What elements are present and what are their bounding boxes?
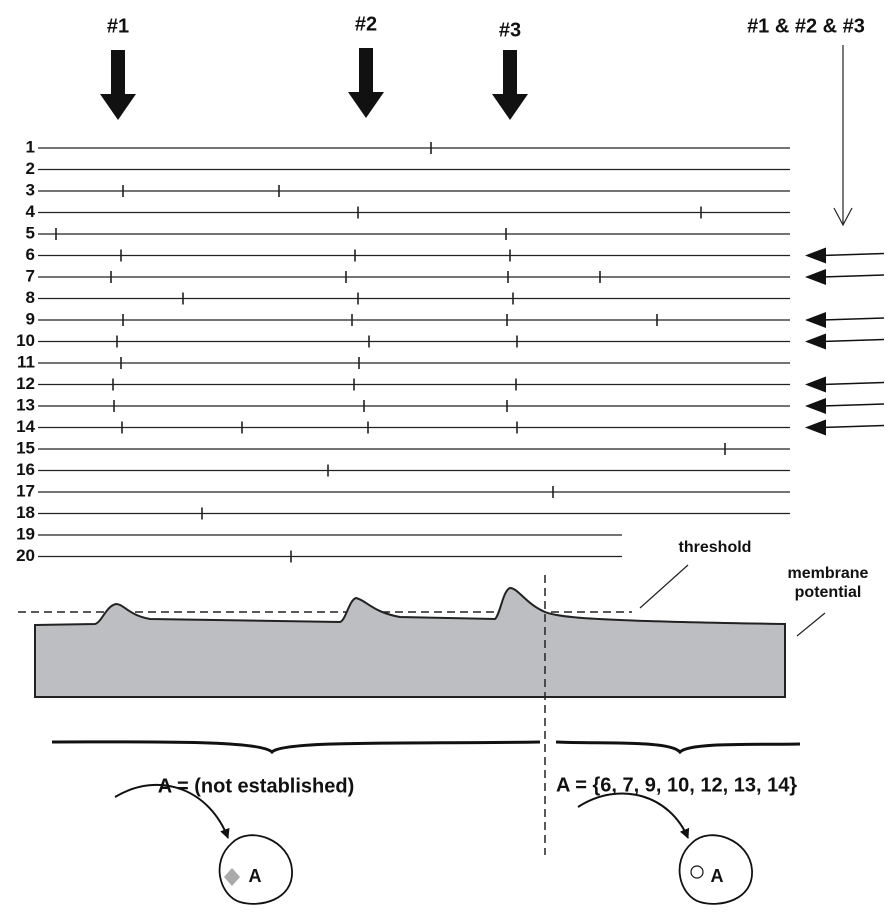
input-arrow — [821, 424, 885, 429]
input-arrow — [821, 274, 885, 278]
input-arrow — [821, 317, 885, 321]
row-label: 10 — [16, 331, 35, 350]
row-label: 4 — [26, 202, 36, 221]
stimulus-arrows — [100, 48, 528, 120]
assembly-label: A = {6, 7, 9, 10, 12, 13, 14} — [556, 774, 797, 796]
input-arrow — [821, 381, 885, 386]
arrowhead — [805, 312, 826, 328]
row-label: 19 — [16, 524, 35, 543]
pointer — [639, 564, 689, 609]
input-arrow — [821, 252, 885, 257]
row-label: 5 — [26, 223, 35, 242]
assembly-label: A = (not established) — [158, 775, 355, 797]
row-label: 15 — [16, 438, 35, 457]
neuron — [678, 834, 753, 905]
row-label: 8 — [26, 288, 35, 307]
header: #2 — [355, 13, 377, 35]
neuron-label: A — [249, 866, 262, 886]
row-label: 14 — [16, 417, 35, 436]
membrane-potential — [34, 586, 786, 698]
row-label: 18 — [16, 503, 35, 522]
row-label: 1 — [26, 137, 35, 156]
neuron — [218, 834, 293, 905]
brace — [555, 740, 801, 755]
input-arrow — [577, 792, 690, 839]
row-label: 16 — [16, 460, 35, 479]
row-label: 13 — [16, 395, 35, 414]
brace — [51, 740, 541, 755]
combined-arrow — [833, 45, 853, 227]
row-label: 17 — [16, 481, 35, 500]
row-label: 9 — [26, 309, 35, 328]
input-arrow — [821, 403, 885, 407]
row-label: 6 — [26, 245, 35, 264]
arrowhead — [805, 398, 826, 414]
row-label: 12 — [16, 374, 35, 393]
arrowhead — [805, 247, 826, 264]
pointer — [796, 612, 826, 637]
row-label: 11 — [17, 352, 35, 371]
row-label: 7 — [26, 266, 35, 285]
arrowhead — [805, 333, 826, 350]
row-label: 3 — [26, 180, 35, 199]
synapse — [690, 865, 704, 879]
row-label: 20 — [16, 546, 35, 565]
header: #1 — [107, 15, 129, 37]
input-arrow — [114, 783, 230, 839]
membrane-label: potential — [795, 584, 862, 601]
header: #1 & #2 & #3 — [747, 15, 865, 37]
membrane-label: membrane — [788, 565, 869, 582]
neuron-label: A — [711, 866, 724, 886]
synapse — [224, 868, 240, 886]
arrowhead — [805, 419, 826, 436]
row-label: 2 — [26, 159, 35, 178]
threshold-label: threshold — [679, 539, 752, 556]
input-arrow — [821, 338, 885, 343]
header: #3 — [499, 19, 521, 41]
arrowhead — [805, 269, 826, 285]
arrowhead — [805, 376, 826, 393]
